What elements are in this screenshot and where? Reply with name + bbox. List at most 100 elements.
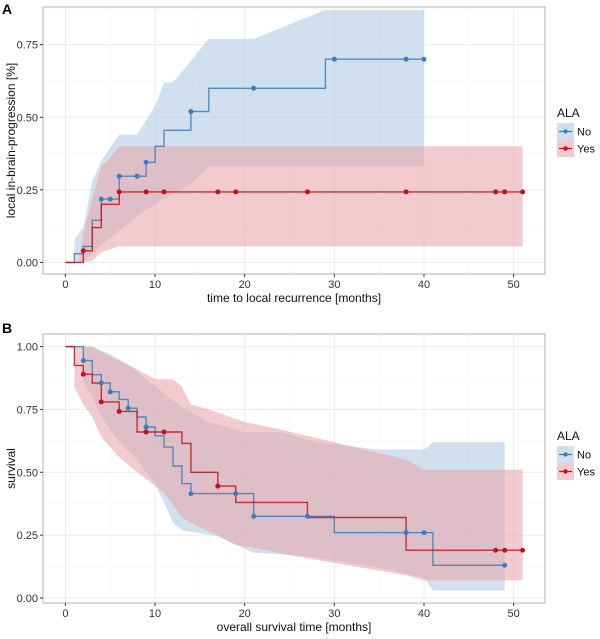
y-tick-label: 0.50: [17, 467, 38, 479]
confidence-band-yes: [78, 146, 523, 263]
panel-label: B: [2, 320, 12, 336]
survival-step-no: [65, 345, 505, 566]
confidence-bands: [74, 346, 523, 591]
legend-dot-no: [563, 129, 568, 134]
legend-item-no: No: [557, 123, 591, 140]
x-tick-label: 30: [328, 279, 340, 291]
legend-label-yes: Yes: [577, 467, 595, 479]
panel-b: B 0 10 20 30 40 50 0.00 0.25 0.50 0.75 1.00 overa…: [2, 320, 595, 634]
censor-point-no: [107, 196, 113, 202]
censor-point-no: [233, 491, 239, 497]
censor-point-no: [116, 173, 122, 179]
censor-point-no: [98, 196, 104, 202]
legend-label-yes: Yes: [577, 144, 595, 156]
censor-point-no: [188, 108, 194, 114]
censor-point-yes: [116, 408, 122, 414]
legend-item-yes: Yes: [557, 463, 595, 480]
y-tick-label: 0.50: [17, 112, 38, 124]
y-axis-ticks: 0.00 0.25 0.50 0.75 1.00: [17, 342, 43, 605]
x-tick-label: 10: [149, 279, 161, 291]
censor-point-yes: [215, 189, 221, 195]
censor-point-no: [331, 56, 337, 62]
censor-point-no: [502, 562, 508, 568]
x-axis-label: overall survival time [months]: [217, 620, 372, 634]
censor-point-no: [188, 491, 194, 497]
censor-point-no: [421, 530, 427, 536]
x-axis-ticks: 0 10 20 30 40 50: [62, 603, 520, 620]
x-tick-label: 40: [418, 608, 430, 620]
legend: ALA No Yes: [557, 429, 595, 480]
x-tick-label: 50: [508, 279, 520, 291]
y-tick-label: 0.75: [17, 40, 38, 52]
censor-point-yes: [161, 429, 167, 435]
confidence-bands: [74, 9, 523, 263]
censor-point-yes: [520, 547, 526, 553]
censor-point-yes: [520, 189, 526, 195]
y-axis-ticks: 0.00 0.25 0.50 0.75: [17, 40, 43, 269]
y-tick-label: 0.25: [17, 530, 38, 542]
censor-point-no: [107, 389, 113, 395]
plot-border: [42, 333, 546, 604]
y-axis-label: local in-brain-progression [%]: [4, 63, 18, 218]
censor-point-yes: [143, 189, 149, 195]
censor-point-yes: [80, 371, 86, 377]
x-tick-label: 0: [62, 608, 68, 620]
censor-point-no: [125, 405, 131, 411]
legend-dot-yes: [563, 469, 568, 474]
y-tick-label: 0.25: [17, 185, 38, 197]
x-tick-label: 10: [149, 608, 161, 620]
x-tick-label: 20: [239, 279, 251, 291]
censor-point-no: [143, 159, 149, 165]
censor-point-yes: [233, 189, 239, 195]
x-tick-label: 20: [239, 608, 251, 620]
legend-dot-no: [563, 452, 568, 457]
panel-label: A: [2, 1, 12, 17]
y-tick-label: 1.00: [17, 342, 38, 354]
legend-dot-yes: [563, 146, 568, 151]
censor-point-no: [403, 530, 409, 536]
censor-point-no: [143, 424, 149, 430]
x-tick-label: 50: [508, 608, 520, 620]
censor-point-yes: [493, 189, 499, 195]
x-axis-label: time to local recurrence [months]: [207, 291, 381, 305]
y-tick-label: 0.00: [17, 593, 38, 605]
legend-item-yes: Yes: [557, 140, 595, 157]
censor-point-yes: [304, 189, 310, 195]
censor-point-no: [98, 380, 104, 386]
censor-point-yes: [80, 248, 86, 254]
x-tick-label: 40: [418, 279, 430, 291]
legend-label-no: No: [577, 450, 591, 462]
legend-label-no: No: [577, 127, 591, 139]
survival-step-no: [65, 58, 424, 264]
censor-point-yes: [215, 483, 221, 489]
censor-point-no: [80, 358, 86, 364]
confidence-band-yes: [74, 346, 523, 581]
censor-point-no: [134, 173, 140, 179]
censor-point-yes: [403, 189, 409, 195]
step-lines: [65, 58, 523, 264]
x-tick-label: 30: [328, 608, 340, 620]
y-tick-label: 0.00: [17, 257, 38, 269]
censor-point-yes: [493, 547, 499, 553]
censor-point-yes: [116, 189, 122, 195]
legend-item-no: No: [557, 446, 591, 463]
y-axis-label: survival: [4, 448, 18, 489]
censor-point-yes: [502, 547, 508, 553]
panel-a: A 0 10 20 30 40 50 0.00 0.25 0.50 0.75 time to l…: [2, 1, 595, 305]
legend: ALA No Yes: [557, 106, 595, 157]
censor-point-yes: [98, 399, 104, 405]
y-tick-label: 0.75: [17, 404, 38, 416]
censor-point-yes: [502, 189, 508, 195]
censor-point-no: [403, 56, 409, 62]
censor-point-yes: [161, 189, 167, 195]
survival-step-yes: [65, 191, 523, 264]
legend-title: ALA: [557, 106, 580, 120]
x-tick-label: 0: [62, 279, 68, 291]
censor-point-no: [251, 513, 257, 519]
censor-point-no: [251, 85, 257, 91]
censor-marks: [80, 358, 526, 568]
x-axis-ticks: 0 10 20 30 40 50: [62, 274, 520, 291]
censor-point-no: [304, 513, 310, 519]
legend-title: ALA: [557, 429, 580, 443]
